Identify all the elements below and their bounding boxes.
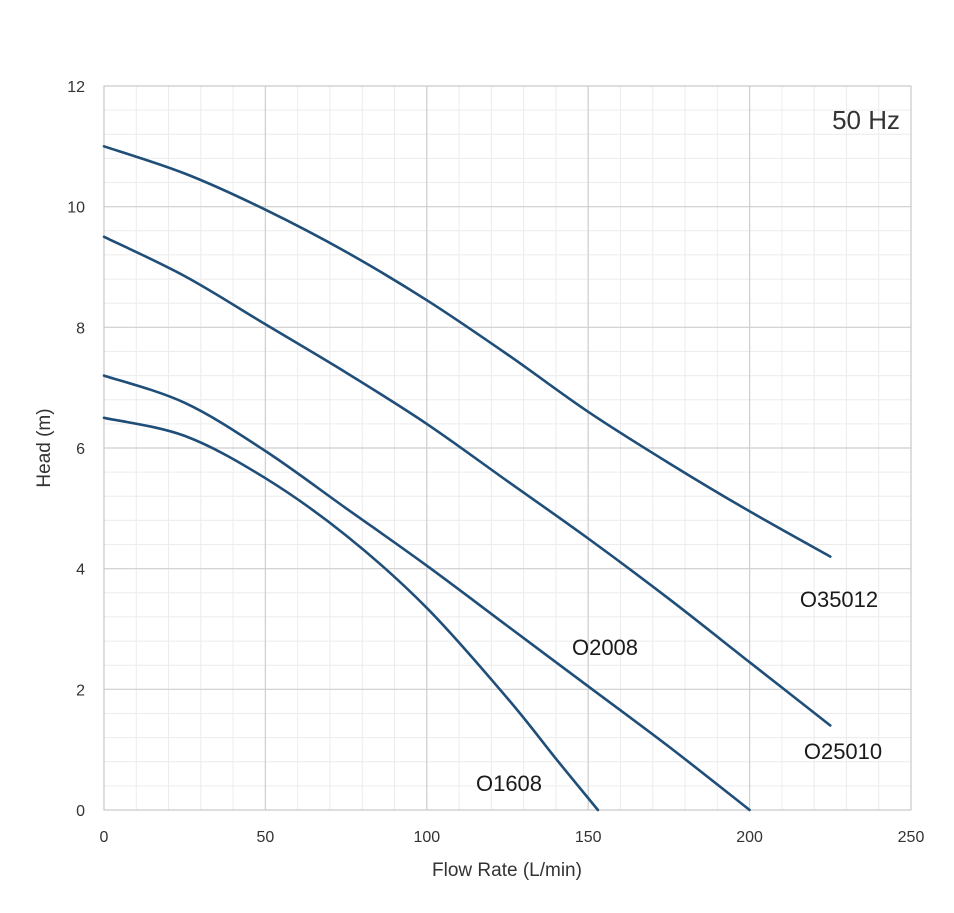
plot-area-frame (103, 85, 912, 811)
y-axis-title: Head (m) (34, 408, 55, 487)
major-grid (103, 85, 912, 811)
frequency-annotation: 50 Hz (832, 105, 900, 135)
y-tick-label: 6 (76, 441, 85, 458)
series-label-o2008: O2008 (572, 635, 638, 660)
x-tick-label: 200 (736, 829, 763, 846)
x-axis-title: Flow Rate (L/min) (432, 860, 582, 881)
series-line-o25010 (102, 235, 832, 727)
y-tick-label: 2 (76, 682, 85, 699)
series-label-o35012: O35012 (800, 587, 878, 612)
series-label-o25010: O25010 (804, 739, 882, 764)
series-line-o1608 (102, 416, 600, 812)
x-axis-ticks: 0 50 100 150 200 250 (100, 829, 925, 846)
x-tick-label: 0 (100, 829, 109, 846)
series-line-o2008 (102, 374, 751, 812)
y-axis-ticks: 0 2 4 6 8 10 12 (67, 79, 85, 820)
x-tick-label: 150 (575, 829, 602, 846)
series-lines (102, 145, 832, 812)
y-tick-label: 8 (76, 320, 85, 337)
y-tick-label: 4 (76, 562, 85, 579)
x-tick-label: 100 (413, 829, 440, 846)
series-line-o35012 (102, 145, 832, 558)
x-tick-label: 250 (898, 829, 925, 846)
y-tick-label: 10 (67, 200, 85, 217)
series-label-o1608: O1608 (476, 771, 542, 796)
y-tick-label: 12 (67, 79, 85, 96)
series-labels: O35012 O25010 O2008 O1608 (476, 587, 882, 796)
x-tick-label: 50 (257, 829, 275, 846)
y-tick-label: 0 (76, 803, 85, 820)
